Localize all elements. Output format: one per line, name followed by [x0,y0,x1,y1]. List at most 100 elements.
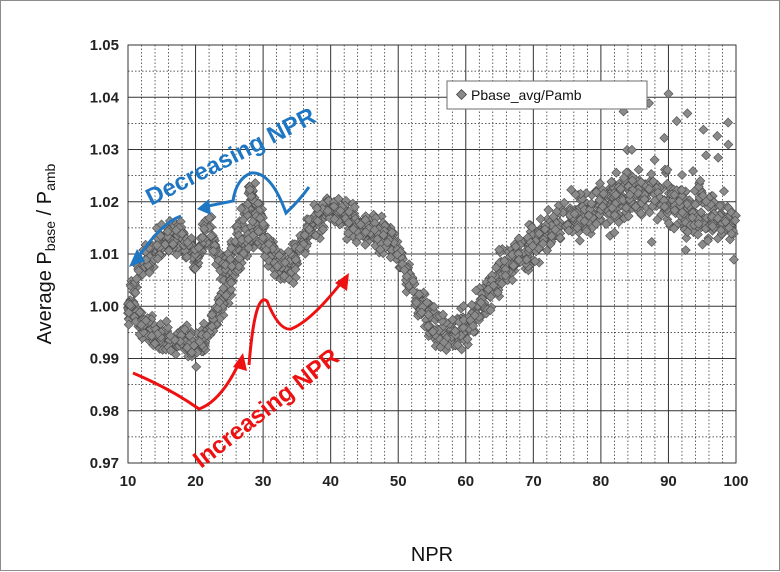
data-point [485,291,496,302]
data-point [408,276,419,286]
data-point [720,216,731,227]
data-point [171,225,182,236]
x-tick-labels: 10 20 30 40 50 60 70 80 90 100 [120,473,749,490]
increasing-arrowhead-2 [335,273,349,291]
data-point [152,240,162,251]
data-point [485,305,496,316]
data-point [247,216,258,227]
data-point [513,254,524,265]
data-point [598,188,609,199]
data-point [369,224,380,235]
data-point [646,237,657,247]
legend-box [446,80,648,110]
x-tick-label: 70 [525,473,542,490]
x-tick-label: 10 [120,473,137,490]
data-point [322,205,333,216]
data-point [701,196,712,207]
data-point [728,254,739,265]
data-point [125,300,135,311]
data-point [290,264,301,275]
data-point [701,150,712,161]
data-point [707,221,718,232]
data-point [206,231,217,242]
data-point [152,253,163,264]
data-point [136,320,147,330]
data-point [671,116,682,127]
data-point [615,183,626,194]
y-tick-label: 1.00 [90,298,119,315]
y-tick-labels: 0.97 0.98 0.99 1.00 1.01 1.02 1.03 1.04 1.05 [90,37,120,472]
x-tick-label: 60 [457,473,474,490]
data-point [610,189,621,200]
data-point [591,218,602,229]
x-tick-label: 40 [322,473,339,490]
data-point [713,152,724,163]
data-point [496,278,507,289]
data-point [165,345,176,356]
data-point [712,213,723,224]
decreasing-arrow-2 [202,171,311,216]
data-point [677,207,688,218]
increasing-arrowhead-1 [233,353,247,371]
data-point [226,243,237,254]
data-point [677,169,688,180]
data-point [591,187,602,198]
data-point [280,257,291,268]
data-point [130,287,141,298]
data-point [494,244,505,255]
data-point [162,226,173,237]
data-point [253,198,264,209]
data-point [163,245,174,256]
y-tick-label: 0.98 [90,403,119,420]
data-point [333,193,344,204]
x-tick-label: 100 [723,473,748,490]
data-point [201,330,212,341]
data-point [687,212,698,223]
x-tick-label: 20 [187,473,204,490]
data-point [500,264,511,275]
data-point [344,206,354,217]
x-tick-label: 80 [593,473,610,490]
data-point [272,261,283,272]
data-point [310,230,321,241]
data-point [294,243,305,254]
data-point [290,254,301,265]
data-point [483,284,494,295]
data-point [466,299,477,310]
data-point [416,307,427,318]
data-point [563,225,574,236]
data-point [234,253,245,264]
decreasing-arrowhead-2 [197,199,211,215]
data-point [189,340,199,351]
legend: Pbase_avg/Pamb [446,80,648,110]
decreasing-arrowhead-1 [129,249,145,267]
data-point [360,227,371,237]
data-point [712,131,723,141]
data-point [662,178,673,189]
y-axis-title-prefix: Average P [34,251,56,344]
data-point [696,207,707,218]
data-point [606,176,617,187]
data-point [218,283,229,294]
data-point [693,218,704,229]
data-point [723,117,734,128]
data-point [162,231,173,242]
data-point [513,233,524,244]
data-points [123,81,741,372]
data-point [611,167,622,178]
data-point [184,330,195,341]
data-point [537,238,548,249]
data-point [659,133,670,143]
data-point [263,238,274,249]
data-point [476,297,486,308]
data-point [644,184,654,194]
data-point [312,216,323,227]
data-point [220,260,231,270]
data-point [198,318,209,329]
data-point [633,164,644,175]
data-point [583,210,594,221]
data-point [378,230,389,240]
data-point [133,265,144,276]
y-tick-label: 1.04 [90,89,120,106]
